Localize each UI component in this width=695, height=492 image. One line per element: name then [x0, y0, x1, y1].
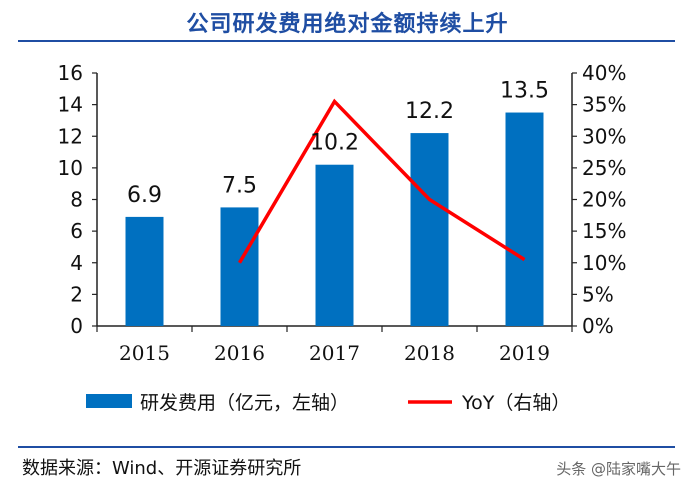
- left-tick-label: 8: [70, 188, 83, 212]
- footer-rule: [18, 446, 675, 448]
- x-tick-label: 2016: [214, 341, 265, 365]
- right-tick-label: 0%: [582, 314, 614, 338]
- left-tick-label: 4: [70, 251, 83, 275]
- data-label: 13.5: [500, 79, 549, 104]
- data-label: 10.2: [310, 131, 359, 156]
- left-tick-label: 10: [58, 156, 83, 180]
- bar: [315, 164, 354, 326]
- x-tick-label: 2018: [404, 341, 455, 365]
- yoy-line: [237, 98, 526, 264]
- left-tick-label: 12: [58, 124, 83, 148]
- chart-title: 公司研发费用绝对金额持续上升: [186, 12, 509, 37]
- data-label: 12.2: [405, 99, 454, 124]
- right-tick-label: 10%: [582, 251, 626, 275]
- data-label: 7.5: [222, 173, 257, 198]
- right-tick-label: 25%: [582, 156, 626, 180]
- chart-axes: 0 2 4 6 8 10 12 14 16 0% 5% 10% 15% 20% 25% 30% 35% 40% 20…: [58, 61, 627, 365]
- legend-swatch-bar: [86, 394, 132, 408]
- right-tick-label: 5%: [582, 282, 614, 306]
- left-tick-label: 14: [58, 93, 83, 117]
- right-tick-label: 15%: [582, 219, 626, 243]
- x-tick-label: 2015: [119, 341, 170, 365]
- bar: [220, 207, 259, 326]
- source-note: 数据来源：Wind、开源证券研究所: [22, 458, 302, 479]
- right-tick-label: 20%: [582, 188, 626, 212]
- bar-series: [125, 112, 544, 326]
- right-tick-label: 30%: [582, 124, 626, 148]
- bar: [410, 133, 449, 326]
- data-label: 6.9: [127, 183, 162, 208]
- x-tick-label: 2017: [309, 341, 360, 365]
- bar: [505, 112, 544, 326]
- right-tick-label: 40%: [582, 61, 626, 85]
- left-tick-label: 2: [70, 282, 83, 306]
- watermark: 头条 @陆家嘴大午: [556, 460, 681, 478]
- legend-label-line: YoY（右轴）: [461, 392, 570, 414]
- left-tick-label: 0: [70, 314, 83, 338]
- legend-label-bar: 研发费用（亿元，左轴）: [140, 392, 349, 414]
- yoy-line-series: [237, 98, 526, 264]
- left-tick-label: 16: [58, 61, 83, 85]
- chart-svg: 0 2 4 6 8 10 12 14 16 0% 5% 10% 15% 20% 25% 30% 35% 40% 20…: [58, 61, 627, 414]
- title-underline: [18, 40, 675, 42]
- data-labels: 6.9 7.5 10.2 12.2 13.5: [127, 79, 549, 208]
- left-tick-label: 6: [70, 219, 83, 243]
- x-tick-label: 2019: [499, 341, 550, 365]
- right-tick-label: 35%: [582, 93, 626, 117]
- bar: [125, 216, 164, 326]
- legend: 研发费用（亿元，左轴） YoY（右轴）: [86, 392, 570, 414]
